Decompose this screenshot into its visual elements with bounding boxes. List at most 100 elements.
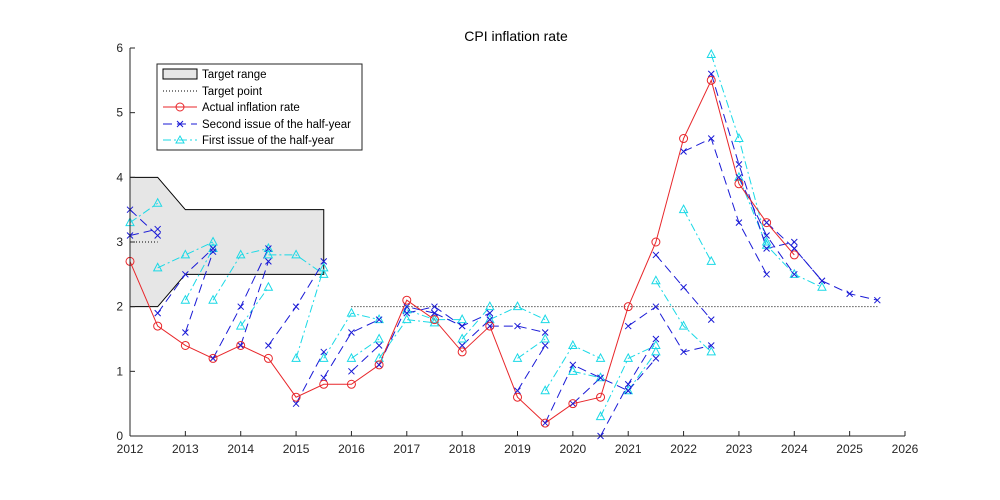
- second-issue-line-20: [627, 305, 712, 353]
- second-issue-line-0: [129, 209, 159, 236]
- second-issue-point: [763, 270, 770, 278]
- second-issue-line-17: [572, 377, 629, 405]
- x-tick-label: 2016: [338, 442, 365, 456]
- legend-swatch-first-marker: [175, 134, 185, 144]
- second-issue-line-1: [129, 228, 158, 237]
- second-issue-point: [873, 296, 881, 304]
- second-issue-point: [597, 374, 604, 382]
- first-issue-point: [208, 294, 218, 304]
- second-issue-point: [209, 245, 217, 252]
- first-issue-line-9: [378, 319, 435, 359]
- second-issue-point: [541, 342, 549, 349]
- second-issue-point: [652, 303, 660, 311]
- y-tick-label: 4: [116, 170, 123, 184]
- first-issue-point: [318, 262, 329, 272]
- first-issue-point: [429, 317, 440, 327]
- first-issue-point: [263, 249, 274, 259]
- second-issue-point: [182, 329, 189, 336]
- second-issue-point: [569, 361, 577, 369]
- actual-inflation-point: [679, 134, 689, 144]
- second-issue-point: [182, 270, 189, 278]
- first-issue-line-15: [572, 370, 601, 379]
- second-issue-point: [652, 251, 660, 259]
- first-issue-point: [374, 333, 384, 343]
- first-issue-line-11: [461, 306, 491, 340]
- second-issue-point: [652, 335, 660, 343]
- second-issue-line-19: [627, 358, 657, 392]
- first-issue-point: [540, 333, 551, 343]
- second-issue-line-25: [766, 222, 823, 282]
- second-issue-line-13: [461, 319, 491, 346]
- first-issue-point: [706, 48, 717, 58]
- legend-label-first-issue: First issue of the half-year: [202, 135, 334, 147]
- second-issue-point: [431, 303, 438, 311]
- first-issue-point: [457, 333, 467, 343]
- second-issue-line-26: [793, 248, 878, 301]
- actual-inflation-point: [153, 321, 163, 331]
- x-tick-label: 2019: [504, 442, 531, 456]
- second-issue-point: [265, 258, 272, 265]
- second-issue-point: [541, 419, 549, 427]
- second-issue-point: [154, 309, 162, 317]
- first-issue-point: [152, 262, 163, 272]
- first-issue-point: [484, 301, 495, 311]
- legend-label-target-point: Target point: [202, 86, 263, 98]
- y-tick-label: 2: [116, 300, 123, 314]
- second-issue-point: [375, 361, 383, 369]
- x-tick-label: 2024: [781, 442, 808, 456]
- second-issue-point: [790, 245, 798, 252]
- x-tick-label: 2021: [615, 442, 642, 456]
- first-issue-point: [484, 314, 495, 324]
- first-issue-line-5: [268, 254, 325, 275]
- second-issue-point: [763, 245, 770, 252]
- second-issue-point: [735, 173, 743, 181]
- actual-inflation-point: [623, 302, 633, 312]
- second-issue-point: [569, 400, 577, 408]
- legend-label-actual: Actual inflation rate: [202, 102, 300, 114]
- first-issue-point: [595, 352, 606, 362]
- actual-inflation-point: [236, 340, 246, 350]
- first-issue-point: [595, 372, 606, 382]
- first-issue-point: [706, 255, 717, 265]
- second-issue-point: [486, 309, 494, 317]
- x-tick-label: 2014: [227, 442, 254, 456]
- first-issue-line-19: [683, 209, 712, 262]
- second-issue-point: [375, 316, 383, 323]
- y-tick-label: 0: [116, 429, 123, 443]
- second-issue-point: [735, 219, 743, 226]
- second-issue-point: [458, 342, 466, 349]
- x-tick-label: 2015: [283, 442, 310, 456]
- actual-inflation-point: [291, 392, 301, 402]
- first-issue-point: [235, 320, 246, 330]
- x-tick-label: 2017: [393, 442, 420, 456]
- second-issue-point: [707, 70, 715, 78]
- first-issue-point: [540, 314, 551, 324]
- actual-inflation-point: [346, 379, 356, 389]
- x-tick-label: 2013: [172, 442, 199, 456]
- first-issue-line-4: [240, 286, 269, 327]
- first-issue-point: [318, 352, 329, 362]
- second-issue-point: [237, 303, 245, 311]
- first-issue-line-3: [212, 247, 269, 301]
- actual-inflation-point: [374, 360, 384, 370]
- y-tick-label: 3: [116, 235, 123, 249]
- first-issue-line-12: [489, 306, 546, 321]
- first-issue-line-20: [710, 54, 768, 243]
- second-issue-point: [541, 329, 549, 336]
- first-issue-point: [817, 281, 827, 291]
- second-issue-point: [320, 258, 328, 265]
- second-issue-point: [624, 387, 632, 395]
- second-issue-line-5: [240, 261, 269, 346]
- second-issue-line-22: [683, 137, 768, 275]
- first-issue-point: [623, 352, 634, 362]
- x-tick-label: 2023: [726, 442, 753, 456]
- second-issue-point: [375, 342, 383, 349]
- second-issue-point: [209, 355, 217, 362]
- actual-inflation-point: [513, 392, 522, 402]
- legend-label-second-issue: Second issue of the half-year: [202, 119, 351, 131]
- second-issue-point: [680, 348, 687, 356]
- second-issue-point: [680, 283, 687, 291]
- second-issue-point: [237, 342, 245, 349]
